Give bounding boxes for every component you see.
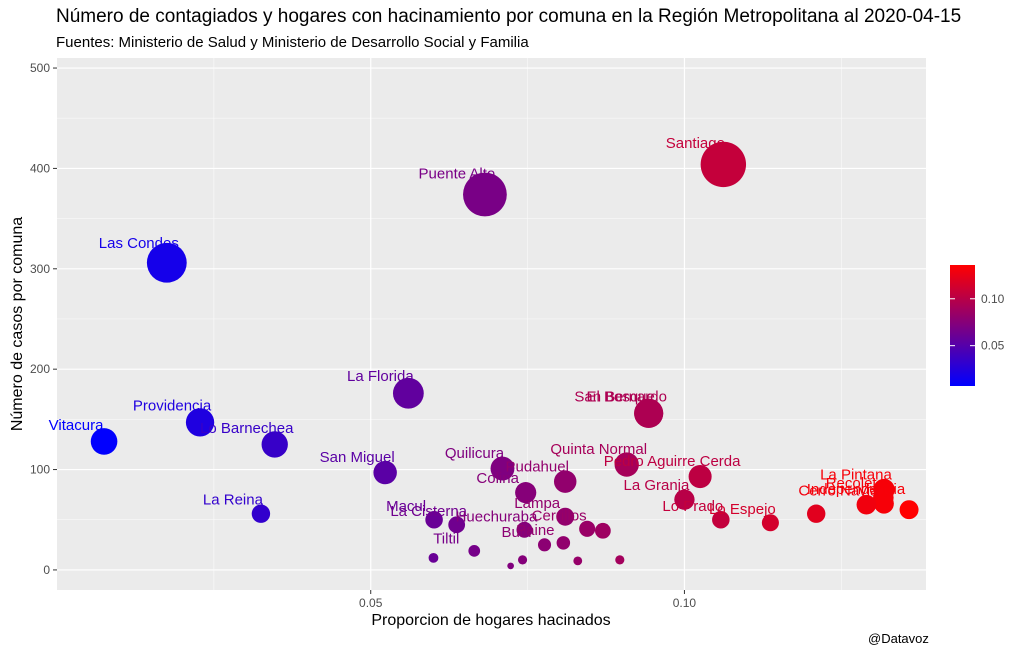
data-point [468,544,481,557]
x-tick-label: 0.05 [359,596,383,610]
point-label: Santiago [666,135,725,152]
point-label: Cerrillos [532,507,587,524]
y-tick-label: 0 [43,563,50,577]
data-point [516,521,533,538]
point-label: Quilicura [445,445,505,462]
data-point [712,510,730,529]
data-point [874,493,894,514]
data-point [373,460,397,485]
data-point [615,555,625,565]
point-label: Quinta Normal [550,441,647,458]
chart-subtitle: Fuentes: Ministerio de Salud y Ministeri… [56,34,529,51]
point-label: Las Condes [99,235,179,252]
data-point [425,510,443,529]
data-point [674,489,695,510]
data-point [463,172,507,217]
data-point [573,556,583,566]
data-point [392,377,424,409]
point-label: Pedro Aguirre Cerda [604,453,741,470]
point-label: Pudahuel [506,458,569,475]
data-point [856,494,877,515]
data-point [517,555,528,565]
legend-colorbar [950,265,975,386]
point-label: Lo Barnechea [200,420,294,437]
y-tick-label: 400 [30,161,50,175]
data-point [556,536,571,550]
y-axis-title: Número de casos por comuna [9,217,26,431]
data-point [553,470,577,493]
color-legend: 0.05 0.10 [950,265,1005,386]
legend-tick-label: 0.10 [981,292,1005,306]
data-point [579,520,596,537]
point-label: La Pintana [820,467,892,484]
data-point [537,538,552,552]
data-point [490,456,515,481]
data-point [688,465,712,489]
data-point [594,522,611,539]
point-label: Cerro Navia [798,482,879,499]
chart-title: Número de contagiados y hogares con haci… [56,6,962,27]
point-label: Independencia [807,481,906,498]
data-point [251,504,271,523]
point-label: Paine [516,522,554,539]
axis-ticks: 0.05 0.10 0 100 200 300 400 500 [30,61,696,610]
points-layer [90,141,919,570]
point-label: La Florida [347,368,414,385]
point-label: Colina [476,470,519,487]
major-grid [57,58,926,590]
chart-caption: @Datavoz [868,631,929,646]
data-point [634,398,664,428]
point-label: Providencia [133,398,212,415]
point-label: La Reina [203,492,264,509]
data-point [428,552,439,563]
point-label: Lo Espejo [709,501,776,518]
data-point [806,504,826,523]
point-label: El Bosque [586,388,654,405]
point-label: Vitacura [49,417,104,434]
data-point [700,141,747,188]
data-point [448,516,466,534]
data-point [899,500,919,520]
point-label: Buin [502,524,532,541]
point-label: La Cisterna [390,503,467,520]
point-label: La Granja [623,477,690,494]
point-label: Puente Alto [419,165,496,182]
y-tick-label: 100 [30,463,50,477]
y-tick-label: 300 [30,262,50,276]
x-axis-title: Proporcion de hogares hacinados [371,612,610,629]
data-point [614,452,639,477]
data-point [146,242,187,283]
point-label: Lampa [514,495,561,512]
plot-panel [57,58,926,590]
point-label: San Miguel [320,449,395,466]
point-label: Tiltil [433,531,459,548]
point-label: Huechuraba [456,508,538,525]
data-point [90,428,118,455]
legend-tick-label: 0.05 [981,339,1005,353]
point-label: Lo Prado [662,498,723,515]
point-label: Recoleta [826,475,886,492]
point-label: San Bernardo [574,388,667,405]
x-tick-label: 0.10 [673,596,697,610]
y-tick-label: 500 [30,61,50,75]
data-point [556,507,575,526]
data-point [261,431,288,458]
data-point [761,514,779,532]
data-point [507,562,514,570]
y-tick-label: 200 [30,362,50,376]
point-label: Macul [386,498,426,515]
data-point [185,408,215,437]
data-point [515,482,537,504]
point-labels-layer: Vitacura Las Condes Providencia Lo Barneche… [49,135,906,548]
